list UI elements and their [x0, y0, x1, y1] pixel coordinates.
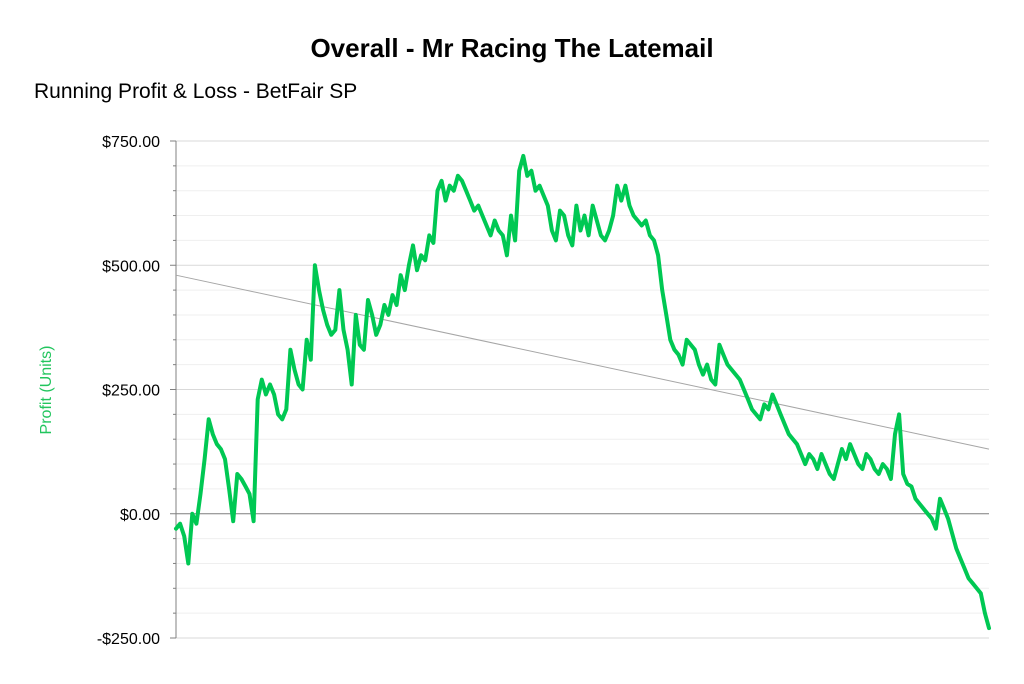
y-tick-label: -$250.00 — [97, 631, 160, 648]
series-layer — [174, 153, 991, 631]
chart-title: Overall - Mr Racing The Latemail — [310, 33, 714, 63]
y-axis-title: Profit (Units) — [38, 346, 55, 435]
axis-layer — [170, 140, 177, 639]
profit-series-line — [174, 153, 991, 631]
trend-layer — [175, 274, 990, 450]
trend-line — [175, 274, 990, 450]
y-tick-label: $500.00 — [102, 258, 160, 275]
chart-subtitle: Running Profit & Loss - BetFair SP — [34, 80, 358, 103]
y-tick-label: $750.00 — [102, 134, 160, 151]
y-tick-label: $250.00 — [102, 383, 160, 400]
y-tick-label: $0.00 — [120, 507, 160, 524]
label-layer: $750.00 $500.00 $250.00 $0.00 -$250.00 — [97, 134, 160, 648]
